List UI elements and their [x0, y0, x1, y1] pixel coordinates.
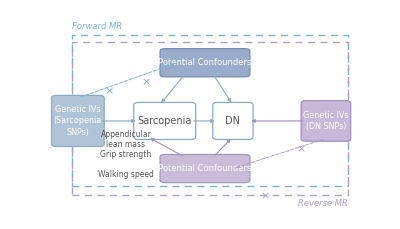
Text: Potential Confounders: Potential Confounders	[158, 58, 252, 67]
Text: Forward MR: Forward MR	[72, 22, 122, 31]
Text: Sarcopenia: Sarcopenia	[138, 116, 192, 126]
Bar	[72, 42, 348, 195]
FancyBboxPatch shape	[160, 154, 250, 183]
FancyBboxPatch shape	[301, 101, 351, 141]
Text: Grip strength: Grip strength	[100, 150, 152, 159]
Bar	[72, 35, 348, 186]
FancyBboxPatch shape	[134, 102, 196, 139]
Text: Walking speed: Walking speed	[98, 170, 154, 179]
Text: ×: ×	[142, 77, 151, 87]
Text: ×: ×	[296, 144, 306, 154]
Text: Potential Confounders: Potential Confounders	[158, 164, 252, 173]
Text: Genetic IVs
(DN SNPs): Genetic IVs (DN SNPs)	[303, 111, 349, 131]
Text: Genetic IVs
(Sarcopenia
SNPs): Genetic IVs (Sarcopenia SNPs)	[54, 105, 102, 136]
Text: ×: ×	[260, 192, 270, 202]
FancyBboxPatch shape	[160, 49, 250, 77]
Text: Appendicular
lean mass: Appendicular lean mass	[100, 130, 151, 149]
Text: Reverse MR: Reverse MR	[298, 199, 348, 207]
Text: ×: ×	[104, 87, 114, 97]
Text: DN: DN	[226, 116, 240, 126]
FancyBboxPatch shape	[52, 95, 104, 147]
FancyBboxPatch shape	[213, 102, 253, 139]
